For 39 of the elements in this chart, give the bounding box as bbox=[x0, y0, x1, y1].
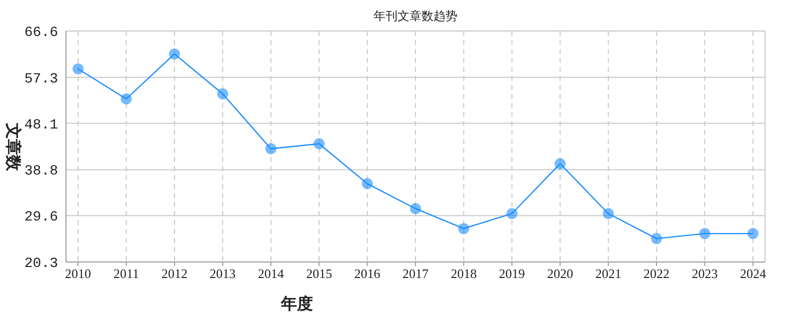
y-tick-label: 29.6 bbox=[24, 210, 58, 226]
y-tick-label: 20.3 bbox=[24, 256, 58, 272]
point bbox=[699, 228, 710, 240]
point bbox=[72, 63, 84, 74]
point bbox=[217, 88, 228, 100]
point bbox=[265, 143, 276, 154]
x-tick-label: 2023 bbox=[692, 266, 718, 281]
x-tick-label: 2020 bbox=[547, 266, 574, 281]
y-axis-title: 文章数 bbox=[4, 122, 22, 172]
point bbox=[651, 233, 662, 244]
point bbox=[458, 223, 470, 234]
y-tick-label: 48.1 bbox=[24, 117, 58, 134]
y-tick-label: 38.8 bbox=[24, 164, 58, 180]
point bbox=[554, 158, 566, 170]
x-axis-title: 年度 bbox=[280, 294, 313, 313]
x-tick-label: 2024 bbox=[740, 266, 766, 281]
point bbox=[602, 208, 614, 220]
x-tick-label: 2011 bbox=[113, 266, 140, 281]
y-tick-label: 66.6 bbox=[24, 25, 58, 41]
x-tick-label: 2022 bbox=[644, 266, 670, 281]
point bbox=[747, 228, 758, 240]
point bbox=[314, 138, 325, 150]
point bbox=[120, 93, 132, 104]
x-tick-label: 2014 bbox=[258, 266, 284, 281]
chart-title: 年刊文章数趋势 bbox=[374, 9, 458, 23]
x-tick-label: 2017 bbox=[402, 266, 429, 281]
x-tick-label: 2015 bbox=[306, 266, 332, 281]
point bbox=[506, 208, 518, 220]
point bbox=[168, 48, 180, 60]
x-tick-label: 2016 bbox=[354, 266, 381, 281]
x-tick-label: 2012 bbox=[161, 266, 188, 281]
y-tick-label: 57.3 bbox=[24, 71, 58, 88]
x-tick-label: 2019 bbox=[498, 266, 525, 281]
x-tick-label: 2010 bbox=[65, 266, 92, 281]
x-tick-label: 2021 bbox=[595, 266, 622, 281]
point bbox=[410, 203, 421, 214]
point bbox=[362, 178, 373, 190]
x-tick-label: 2018 bbox=[450, 266, 477, 281]
x-tick-label: 2013 bbox=[210, 266, 236, 281]
